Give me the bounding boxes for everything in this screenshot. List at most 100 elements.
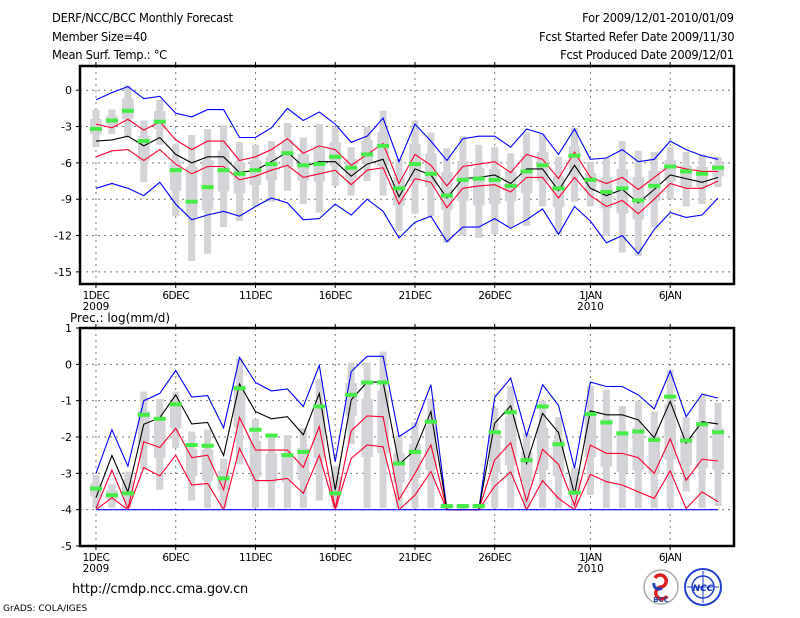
temp-year-label: 2010: [577, 301, 604, 313]
precip-observed-marker: [472, 504, 485, 509]
bcc-logo: BCC: [643, 569, 679, 605]
temp-observed-marker: [265, 162, 278, 167]
precip-observed-marker: [456, 504, 469, 509]
precip-ytick-label: -2: [61, 431, 72, 444]
produced-date: Fcst Produced Date 2009/12/01: [560, 47, 734, 62]
temp-observed-marker: [105, 118, 118, 123]
temp-observed-marker: [488, 177, 501, 182]
temp-bar-inner: [265, 156, 278, 181]
temp-bar-inner: [393, 177, 405, 206]
temp-bar-inner: [233, 161, 246, 194]
precip-xtick-label: 21DEC: [399, 552, 432, 564]
temp-observed-marker: [456, 177, 469, 182]
temp-bar-inner: [520, 155, 533, 194]
temp-bar-inner: [488, 168, 501, 204]
precip-xtick-label: 26DEC: [478, 552, 511, 564]
precip-observed-marker: [217, 476, 230, 481]
precip-xtick-label: 11DEC: [239, 552, 272, 564]
temp-bar-inner: [712, 164, 724, 177]
precip-observed-marker: [568, 490, 581, 495]
temp-ytick-label: -6: [61, 157, 72, 170]
precip-observed-marker: [201, 443, 214, 448]
temp-observed-marker: [169, 168, 182, 173]
precip-observed-marker: [424, 419, 437, 424]
forecast-period: For 2009/12/01-2010/01/09: [582, 10, 735, 25]
precip-observed-marker: [377, 380, 390, 385]
precip-observed-marker: [105, 493, 118, 498]
precip-bar-inner: [138, 411, 150, 443]
temp-observed-marker: [440, 193, 453, 198]
temp-observed-marker: [616, 186, 629, 191]
temp-observed-marker: [329, 154, 342, 159]
precip-observed-marker: [408, 449, 422, 454]
temp-bar-inner: [552, 176, 565, 208]
temp-ytick-label: -9: [61, 193, 72, 206]
precip-chart: 1 0 -1 -2 -3 -4 -5 1DEC 6DEC 11DEC 16DEC 21DEC 26DEC…: [61, 311, 736, 575]
precip-ytick-label: -1: [61, 395, 72, 408]
temp-observed-marker: [648, 183, 661, 188]
precip-observed-marker: [504, 410, 517, 415]
grads-credit: GrADS: COLA/IGES: [3, 604, 88, 614]
temp-observed-marker: [600, 189, 613, 194]
website-url[interactable]: http://cmdp.ncc.cma.gov.cn: [72, 582, 249, 597]
precip-bar-inner: [361, 398, 373, 457]
precip-frame: [78, 326, 736, 548]
temp-bar-inner: [616, 168, 629, 214]
precip-observed-marker: [169, 402, 182, 407]
temp-bar-inner: [361, 140, 373, 162]
precip-bar-inner: [504, 416, 517, 466]
temp-observed-marker: [313, 162, 326, 167]
precip-xtick-label: 1DEC: [83, 552, 110, 564]
temp-observed-marker: [664, 164, 677, 169]
temp-bar-inner: [90, 118, 102, 135]
precip-bar-inner: [488, 432, 501, 473]
precip-bar-inner: [329, 476, 341, 494]
precip-bar-inner: [712, 428, 724, 470]
precip-bar-inner: [520, 451, 533, 482]
temp-observed-marker: [233, 171, 246, 176]
precip-observed-marker: [648, 437, 661, 442]
temp-bar-inner: [329, 142, 341, 166]
precip-bar-inner: [201, 449, 214, 481]
precip-bar-inner: [680, 435, 692, 466]
precip-xtick-label: 1JAN: [579, 552, 602, 564]
precip-year-label: 2009: [83, 563, 110, 575]
svg-text:NCC: NCC: [693, 584, 714, 594]
temp-line-upper-spread: [95, 118, 718, 191]
precip-bar-inner: [425, 426, 437, 470]
temp-bar-inner: [568, 146, 581, 176]
ncc-logo: NCC: [684, 568, 722, 606]
precip-ytick-label: 0: [65, 358, 72, 371]
precip-bar-inner: [122, 480, 134, 496]
precip-bar-inner: [632, 427, 645, 471]
temp-bar-inner: [185, 166, 198, 217]
temp-observed-marker: [504, 183, 517, 188]
temp-observed-marker: [217, 168, 230, 173]
member-size: Member Size=40: [52, 29, 147, 44]
temp-observed-marker: [552, 186, 565, 191]
precip-line-upper-envelope: [95, 355, 719, 511]
temp-bar-inner: [696, 166, 708, 187]
precip-observed-marker: [696, 422, 709, 427]
temp-ytick-label: 0: [65, 84, 72, 97]
svg-text:BCC: BCC: [653, 596, 669, 604]
precip-observed-marker: [392, 461, 406, 466]
temp-observed-marker: [201, 185, 214, 190]
temp-xtick-label: 1JAN: [579, 290, 602, 302]
precip-observed-marker: [121, 491, 134, 496]
temp-bar-inner: [664, 160, 676, 181]
precip-bar-inner: [584, 413, 597, 457]
temp-xtick-label: 21DEC: [399, 290, 432, 302]
precip-observed-marker: [632, 429, 645, 434]
precip-observed-marker: [137, 412, 150, 417]
precip-bar-inner: [217, 471, 230, 491]
precip-line-ensemble-mean: [95, 381, 719, 511]
precip-bar-inner: [154, 421, 166, 458]
precip-xtick-label: 6JAN: [659, 552, 682, 564]
temp-bar-inner: [632, 177, 645, 220]
temp-xtick-label: 11DEC: [239, 290, 272, 302]
temp-observed-marker: [536, 163, 549, 168]
precip-observed-marker: [600, 420, 613, 425]
precip-observed-marker: [297, 449, 310, 454]
precip-xtick-label: 6DEC: [162, 552, 189, 564]
